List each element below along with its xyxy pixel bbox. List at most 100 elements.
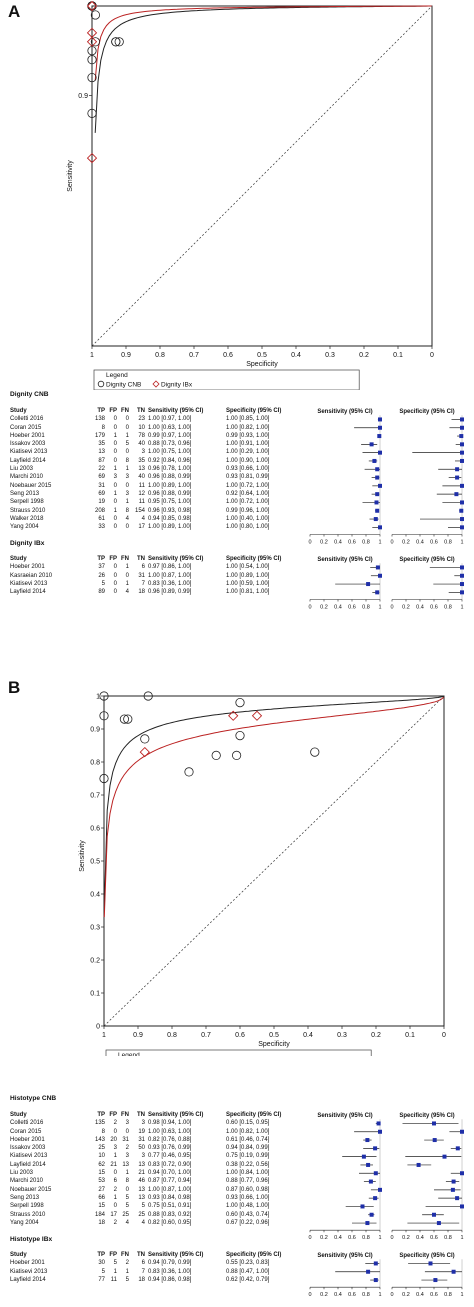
forest-estimate-marker [459, 434, 464, 439]
table-cell: 2 [113, 1186, 117, 1193]
table-row: Strauss 2010 184 17 25 25 0.88 [0.83, 0.92] 0.… [8, 1211, 308, 1219]
table-cell: 31 [138, 572, 145, 579]
table-cell: 1 [113, 490, 117, 497]
table-cell: 0.98 [0.94, 1.00] [148, 1120, 192, 1127]
table-cell: 0 [113, 441, 117, 448]
forest-estimate-marker [460, 1204, 464, 1209]
forest-estimate-marker [459, 508, 464, 513]
forest-tick-label: 0.4 [416, 1235, 424, 1241]
table-cell: Liu 2003 [10, 1170, 34, 1177]
table-cell: 15 [98, 1203, 105, 1210]
table-cell: 77 [98, 1276, 105, 1283]
forest-estimate-marker [460, 1129, 464, 1134]
table-cell: 27 [98, 1186, 105, 1193]
y-tick-label: 0.2 [90, 958, 100, 965]
forest-estimate-marker [372, 458, 377, 463]
table-cell: 3 [113, 474, 117, 481]
forest-estimate-marker [451, 1269, 456, 1274]
table-cell: 7 [141, 580, 145, 587]
table-cell: 6 [141, 1260, 145, 1267]
y-tick-label: 0.9 [90, 727, 100, 734]
forest-tick-label: 0 [308, 1292, 311, 1298]
table-cell: 87 [98, 457, 105, 464]
table-cell: 0 [113, 424, 117, 431]
x-tick-label: 0.6 [223, 352, 233, 359]
table-cell: 10 [98, 1153, 105, 1160]
table-cell: 0.88 [0.73, 0.96] [148, 441, 192, 448]
chance-diagonal [103, 695, 445, 1027]
table-cell: 0.88 [0.83, 0.92] [148, 1211, 192, 1218]
table-cell: 184 [94, 1211, 105, 1218]
table-cell: 1.00 [0.75, 1.00] [148, 449, 192, 456]
table-cell: Coran 2015 [10, 424, 42, 431]
forest-tick-label: 0.8 [444, 1235, 452, 1241]
forest-tick-label: 0.8 [362, 540, 370, 546]
study-point-cnb [111, 37, 121, 47]
table-cell: 0 [113, 564, 117, 571]
column-header: FP [109, 408, 117, 414]
legend-title: Legend [106, 372, 128, 379]
forest-tick-label: 0.2 [402, 605, 410, 611]
table-cell: 10 [138, 424, 145, 431]
table-row: Hoeber 2001 179 1 1 78 0.99 [0.97, 1.00] 0.99 … [8, 432, 308, 440]
table-cell: 1.00 [0.29, 1.00] [226, 449, 270, 456]
group-title-dignity-cnb: Dignity CNB [10, 391, 49, 398]
forest-estimate-marker [373, 1196, 378, 1201]
forest-estimate-marker [460, 442, 464, 447]
forest-tick-label: 0.4 [416, 1292, 424, 1298]
table-cell: 0.83 [0.72, 0.90] [148, 1161, 192, 1168]
forest-estimate-marker [369, 1212, 374, 1217]
forest-estimate-marker [373, 1171, 378, 1176]
table-cell: 13 [138, 1194, 145, 1201]
forest-header: Sensitivity (95% CI) [317, 1253, 372, 1259]
column-header: Sensitivity (95% CI) [148, 408, 204, 414]
table-cell: 3 [125, 490, 129, 497]
table-cell: 0.92 [0.84, 0.96] [148, 457, 192, 464]
study-point-ibx [228, 710, 239, 721]
forest-estimate-marker [365, 1138, 370, 1143]
forest-tick-label: 1 [378, 1292, 381, 1298]
table-cell: 11 [110, 1276, 117, 1283]
table-cell: 138 [94, 416, 105, 423]
table-cell: 17 [138, 524, 145, 531]
table-cell: 69 [98, 490, 105, 497]
table-cell: Serpell 1998 [10, 499, 44, 506]
table-cell: 5 [141, 1203, 145, 1210]
table-cell: 2 [125, 1260, 129, 1267]
table-row: Kiatisevi 2013 13 0 0 3 1.00 [0.75, 1.00] 1.00… [8, 448, 308, 456]
table-cell: 0.60 [0.43, 0.74] [226, 1211, 270, 1218]
table-cell: 3 [141, 449, 145, 456]
table-cell: 17 [110, 1211, 117, 1218]
table-cell: 0.88 [0.77, 0.96] [226, 1178, 270, 1185]
table-cell: 4 [125, 515, 129, 522]
table-cell: Hoeber 2001 [10, 1136, 45, 1143]
table-cell: 0.61 [0.46, 0.74] [226, 1136, 270, 1143]
study-point-cnb [87, 108, 97, 118]
table-row: Serpell 1998 19 0 1 11 0.95 [0.75, 1.00] 1.00 … [8, 498, 308, 506]
x-tick-label: 0.7 [201, 1032, 211, 1039]
table-cell: 13 [138, 1161, 145, 1168]
x-tick-label: 0.2 [359, 352, 369, 359]
x-tick-label: 0 [442, 1032, 446, 1039]
table-cell: 0 [125, 416, 129, 423]
study-table-dignity-cnb: Study TP FP FN TN Sensitivity (95% CI) Specifi… [8, 407, 308, 531]
forest-tick-label: 0.2 [320, 1235, 328, 1241]
table-cell: Colletti 2016 [10, 1120, 44, 1127]
table-row: Walker 2018 61 0 4 4 0.94 [0.85, 0.98] 1.00 [0… [8, 515, 308, 523]
table-cell: 1 [113, 1268, 117, 1275]
panel-letter-a: A [8, 2, 21, 21]
column-header: FN [121, 1112, 129, 1118]
table-cell: 0 [125, 524, 129, 531]
table-cell: 35 [98, 441, 105, 448]
table-cell: Kasraeian 2010 [10, 572, 53, 579]
legend-box [93, 369, 360, 390]
x-tick-label: 0.8 [155, 352, 165, 359]
table-cell: 0.96 [0.78, 1.00] [148, 466, 192, 473]
table-cell: 0.60 [0.15, 0.95] [226, 1120, 270, 1127]
table-cell: 1.00 [0.82, 1.00] [226, 424, 270, 431]
table-row: Hoeber 2001 30 5 2 6 0.94 [0.79, 0.99] 0.55 [0… [8, 1259, 308, 1267]
x-tick-label: 1 [102, 1032, 106, 1039]
table-cell: 0 [113, 1170, 117, 1177]
table-row: Marchi 2010 69 3 3 40 0.96 [0.88, 0.99] 0.93 [… [8, 473, 308, 481]
forest-tick-label: 0.8 [444, 540, 452, 546]
